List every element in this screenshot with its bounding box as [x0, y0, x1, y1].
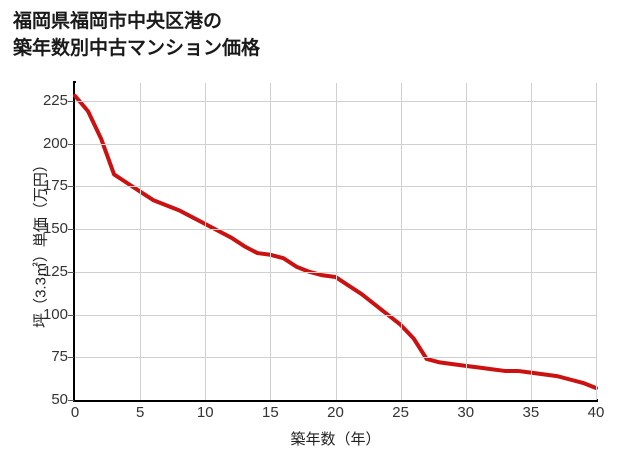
- gridline-vertical: [530, 83, 532, 400]
- y-axis-line: [73, 81, 76, 402]
- y-tick-label: 125: [42, 262, 68, 280]
- x-axis-title: 築年数（年）: [290, 431, 381, 448]
- y-axis-title: 坪（3.3㎡）単価（万円）: [32, 157, 50, 328]
- x-tick-label: 0: [70, 404, 80, 421]
- gridline-vertical: [596, 83, 597, 400]
- gridline-vertical: [400, 83, 402, 400]
- gridline-vertical: [335, 83, 337, 400]
- x-tick-label: 5: [135, 404, 145, 421]
- y-tick-mark: [68, 400, 74, 401]
- y-tick-label: 225: [42, 92, 68, 109]
- y-tick-label: 75: [51, 348, 68, 366]
- y-tick-mark: [68, 101, 74, 102]
- y-tick-label: 200: [42, 134, 68, 152]
- y-tick-label: 50: [51, 391, 68, 408]
- x-tick-label: 30: [457, 404, 475, 421]
- y-tick-mark: [68, 186, 74, 188]
- x-tick-label: 40: [587, 404, 605, 421]
- gridline-vertical: [140, 83, 142, 400]
- x-tick-label: 25: [392, 404, 409, 421]
- y-tick-label: 100: [42, 305, 68, 323]
- y-tick-mark: [68, 271, 74, 273]
- x-tick-label: 35: [522, 404, 540, 421]
- y-tick-mark: [68, 143, 74, 145]
- y-tick-label: 150: [42, 220, 68, 238]
- x-tick-label: 20: [327, 404, 344, 421]
- gridline-vertical: [465, 83, 467, 400]
- y-tick-label: 175: [42, 177, 68, 195]
- gridline-vertical: [270, 83, 272, 400]
- x-axis-line: [73, 399, 598, 402]
- x-tick-label: 10: [196, 404, 214, 421]
- y-tick-mark: [68, 229, 74, 231]
- y-tick-mark: [68, 314, 74, 316]
- page-title: 福岡県福岡市中央区港の 築年数別中古マンション価格: [13, 11, 261, 59]
- gridline-vertical: [205, 83, 207, 400]
- x-tick-label: 15: [262, 404, 279, 421]
- plot-area: [73, 83, 598, 400]
- y-tick-mark: [68, 357, 74, 359]
- y-axis-tick-labels: 50 75 100 125 150 175 200 225: [4, 0, 68, 465]
